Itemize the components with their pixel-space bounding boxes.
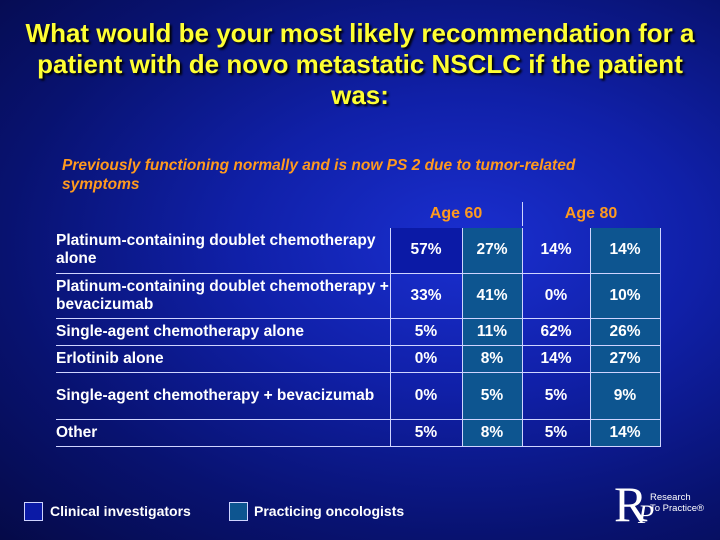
logo-text-line2: To Practice® — [650, 503, 704, 514]
value-cell: 8% — [461, 419, 522, 447]
row-label: Single-agent chemotherapy + bevacizumab — [56, 372, 390, 420]
value-cell: 0% — [389, 372, 462, 420]
value-cell: 57% — [389, 228, 462, 274]
value-cell: 5% — [389, 419, 462, 447]
value-cell: 0% — [521, 273, 590, 319]
legend-swatch-practicing-oncologists — [229, 502, 248, 521]
value-cell: 10% — [589, 273, 661, 319]
value-cell: 27% — [461, 228, 522, 274]
table-row: Platinum-containing doublet chemotherapy… — [56, 273, 661, 319]
logo-text: Research To Practice® — [650, 492, 704, 514]
value-cell: 5% — [521, 372, 590, 420]
table-row: Erlotinib alone 0% 8% 14% 27% — [56, 345, 661, 373]
table-row: Single-agent chemotherapy alone 5% 11% 6… — [56, 318, 661, 346]
logo-letter-p: P — [638, 500, 654, 529]
value-cell: 41% — [461, 273, 522, 319]
research-to-practice-logo: R P Research To Practice® — [614, 476, 710, 536]
logo-text-line1: Research — [650, 492, 691, 503]
results-table: Platinum-containing doublet chemotherapy… — [56, 228, 661, 447]
value-cell: 14% — [589, 228, 661, 274]
table-row: Single-agent chemotherapy + bevacizumab … — [56, 372, 661, 420]
logo-letter-r: R — [614, 476, 648, 532]
table-row: Other 5% 8% 5% 14% — [56, 419, 661, 447]
value-cell: 27% — [589, 345, 661, 373]
value-cell: 5% — [461, 372, 522, 420]
group-header-age-60: Age 60 — [429, 205, 483, 222]
value-cell: 14% — [521, 228, 590, 274]
value-cell: 26% — [589, 318, 661, 346]
row-label: Platinum-containing doublet chemotherapy… — [56, 228, 390, 274]
value-cell: 5% — [389, 318, 462, 346]
value-cell: 14% — [521, 345, 590, 373]
row-label: Platinum-containing doublet chemotherapy… — [56, 273, 390, 319]
row-label: Other — [56, 419, 390, 447]
row-label: Single-agent chemotherapy alone — [56, 318, 390, 346]
row-label: Erlotinib alone — [56, 345, 390, 373]
table-row: Platinum-containing doublet chemotherapy… — [56, 228, 661, 274]
value-cell: 5% — [521, 419, 590, 447]
value-cell: 0% — [389, 345, 462, 373]
value-cell: 9% — [589, 372, 661, 420]
value-cell: 33% — [389, 273, 462, 319]
slide-subtitle: Previously functioning normally and is n… — [62, 157, 576, 193]
header-divider — [522, 202, 523, 226]
slide-title: What would be your most likely recommend… — [25, 18, 695, 110]
legend-swatch-clinical-investigators — [24, 502, 43, 521]
value-cell: 11% — [461, 318, 522, 346]
legend-label-clinical-investigators: Clinical investigators — [50, 503, 191, 519]
group-header-age-80: Age 80 — [564, 205, 618, 222]
value-cell: 62% — [521, 318, 590, 346]
value-cell: 8% — [461, 345, 522, 373]
legend-label-practicing-oncologists: Practicing oncologists — [254, 503, 405, 519]
value-cell: 14% — [589, 419, 661, 447]
